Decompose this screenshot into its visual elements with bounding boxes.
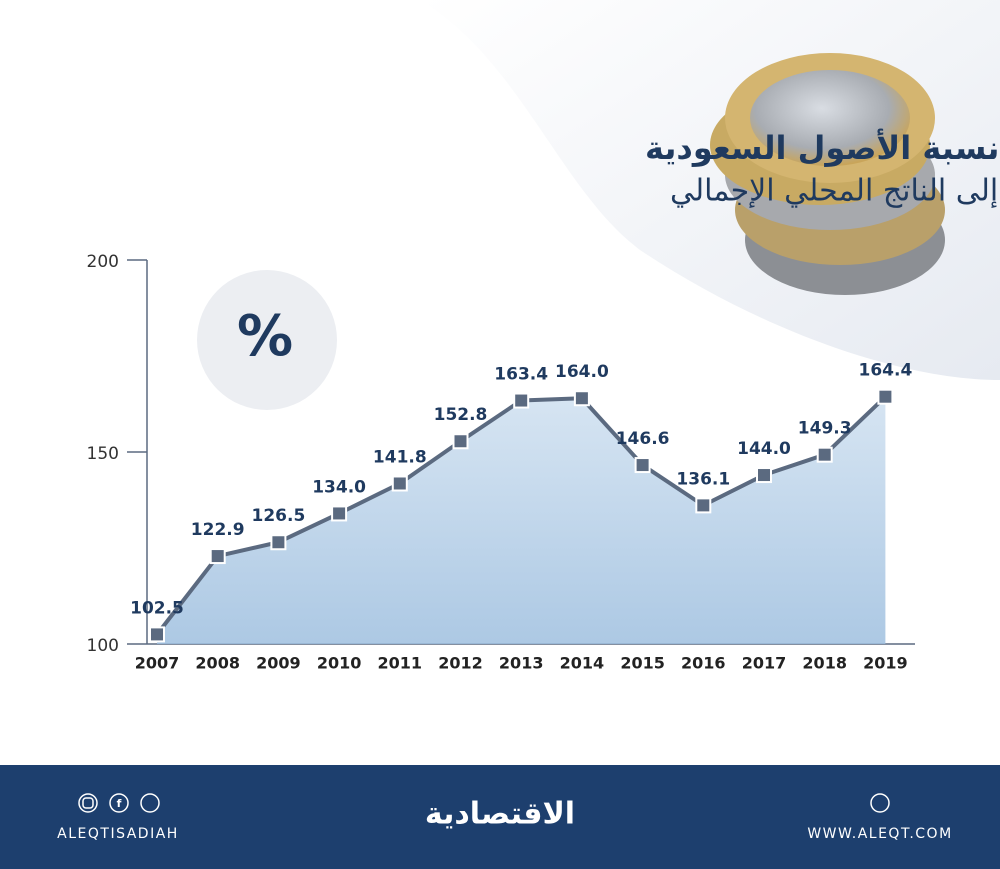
data-label: 102.5 <box>130 598 184 618</box>
data-label: 163.4 <box>494 365 548 385</box>
data-point <box>270 534 287 551</box>
y-tick-label: 100 <box>87 636 119 656</box>
chart-title: نسبة الأصول السعودية <box>645 128 999 167</box>
y-tick-label: 200 <box>87 252 119 272</box>
x-tick-label: 2017 <box>742 654 787 673</box>
data-point <box>331 505 348 522</box>
footer-logo: الاقتصادية <box>425 797 575 832</box>
x-tick-label: 2014 <box>560 654 605 673</box>
footer-handle: ALEQTISADIAH <box>57 826 179 842</box>
data-point <box>756 467 772 484</box>
unit-annotation: % <box>237 304 293 369</box>
x-tick-label: 2011 <box>378 654 423 673</box>
data-label: 141.8 <box>373 447 427 467</box>
data-label: 122.9 <box>191 520 245 540</box>
coins-decoration <box>710 53 945 295</box>
data-label: 126.5 <box>252 506 306 526</box>
data-point <box>877 388 894 405</box>
data-label: 136.1 <box>676 469 730 489</box>
footer-band <box>0 765 1000 869</box>
chart-subtitle: إلى الناتج المحلي الإجمالي <box>670 174 998 209</box>
data-label: 149.3 <box>798 419 852 439</box>
x-tick-label: 2007 <box>135 654 180 673</box>
y-tick-label: 150 <box>87 444 119 464</box>
footer-website: WWW.ALEQT.COM <box>807 826 952 842</box>
x-tick-label: 2013 <box>499 654 544 673</box>
data-label: 146.6 <box>616 429 670 449</box>
data-point <box>695 497 712 514</box>
social-icons <box>78 793 890 813</box>
data-label: 164.0 <box>555 362 609 382</box>
area-fill <box>157 396 886 644</box>
data-point <box>452 433 469 450</box>
data-label: 152.8 <box>434 405 488 425</box>
data-point <box>391 475 408 492</box>
x-tick-label: 2015 <box>620 654 665 673</box>
data-label: 164.4 <box>859 361 913 381</box>
x-tick-label: 2008 <box>195 654 240 673</box>
x-tick-label: 2012 <box>438 654 483 673</box>
data-label: 134.0 <box>312 477 366 497</box>
data-point <box>634 457 651 474</box>
data-point <box>816 446 833 463</box>
percent-badge <box>197 270 337 410</box>
data-point <box>513 392 530 409</box>
plot-area: 100 150 200 2007 2008 2009 2010 2011 2012 2013 201… <box>87 252 915 673</box>
x-tick-label: 2010 <box>317 654 362 673</box>
x-tick-label: 2016 <box>681 654 726 673</box>
x-tick-label: 2018 <box>802 654 847 673</box>
x-tick-label: 2009 <box>256 654 301 673</box>
data-point <box>209 548 226 565</box>
data-label: 144.0 <box>737 439 791 459</box>
data-point <box>573 390 590 407</box>
facebook-icon: f <box>117 797 122 810</box>
x-tick-label: 2019 <box>863 654 908 673</box>
data-point <box>149 626 165 643</box>
